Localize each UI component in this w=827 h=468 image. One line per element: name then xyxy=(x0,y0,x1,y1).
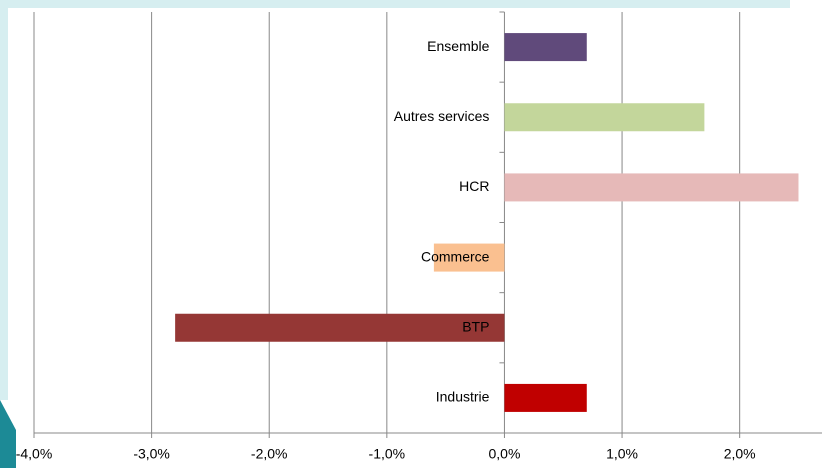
bar xyxy=(433,243,505,272)
y-tick-label: BTP xyxy=(462,318,489,334)
top-strip xyxy=(0,0,790,8)
left-strip xyxy=(0,0,8,400)
y-tick-label: Autres services xyxy=(394,108,490,124)
x-tick-label: -4,0% xyxy=(16,446,53,462)
bar xyxy=(504,173,799,202)
y-tick-label: Ensemble xyxy=(427,38,489,54)
x-tick-label: 0,0% xyxy=(488,446,520,462)
bar xyxy=(504,383,587,412)
x-tick-label: -2,0% xyxy=(251,446,288,462)
x-tick-label: 2,0% xyxy=(724,446,756,462)
x-tick-label: 1,0% xyxy=(606,446,638,462)
x-tick-label: -3,0% xyxy=(133,446,170,462)
y-tick-label: Commerce xyxy=(421,248,490,264)
bar xyxy=(504,33,587,62)
x-tick-label: -1,0% xyxy=(369,446,406,462)
bar xyxy=(175,313,505,342)
y-tick-label: Industrie xyxy=(436,389,490,405)
y-tick-label: HCR xyxy=(459,178,489,194)
bar xyxy=(504,103,705,132)
corner-decoration xyxy=(0,400,16,468)
